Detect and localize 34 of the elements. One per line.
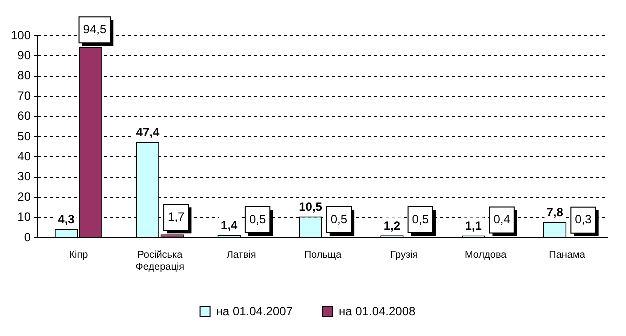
x-tick-label: Латвія — [226, 250, 256, 261]
y-tick-label: 30 — [18, 170, 32, 184]
x-tick-label: Панама — [549, 250, 586, 261]
data-label: 4,3 — [58, 212, 76, 227]
data-label: 47,4 — [136, 126, 160, 140]
y-tick-label: 10 — [18, 210, 32, 224]
x-tick-label: Грузія — [390, 250, 418, 261]
y-tick-label: 80 — [18, 68, 32, 83]
data-label: 10,5 — [299, 200, 323, 214]
data-label: 0,3 — [575, 212, 592, 227]
data-label: 1,2 — [384, 218, 401, 233]
y-tick-label: 20 — [18, 190, 32, 204]
data-label: 0,5 — [249, 212, 266, 226]
y-tick-label: 100 — [10, 28, 32, 42]
y-tick-label: 70 — [18, 88, 32, 103]
data-label: 1,4 — [221, 218, 238, 232]
data-label: 0,4 — [494, 212, 511, 227]
legend-label: на 01.04.2008 — [339, 304, 416, 318]
y-tick-label: 0 — [24, 230, 32, 244]
data-label: 1,7 — [168, 210, 186, 224]
data-label: 0,5 — [330, 212, 348, 226]
y-tick-label: 40 — [18, 150, 32, 164]
legend-label: на 01.04.2007 — [216, 304, 294, 318]
data-label: 94,5 — [83, 22, 107, 36]
x-tick-label: Молдова — [464, 250, 508, 261]
y-tick-label: 90 — [18, 48, 32, 63]
data-label: 1,1 — [465, 219, 482, 234]
x-tick-label: Кіпр — [69, 250, 89, 261]
x-tick-label: Польща — [304, 250, 342, 261]
data-label: 7,8 — [546, 206, 564, 220]
data-label: 0,5 — [412, 212, 430, 226]
y-tick-label: 60 — [18, 109, 32, 124]
x-tick-label: Російська Федерація — [136, 250, 185, 273]
y-tick-label: 50 — [18, 129, 32, 144]
